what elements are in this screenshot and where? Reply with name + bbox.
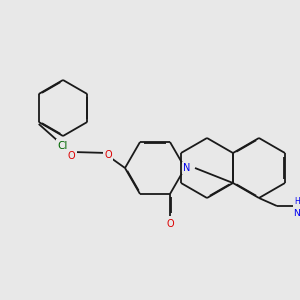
Text: N: N (183, 163, 191, 173)
Text: O: O (68, 151, 76, 161)
Text: O: O (104, 150, 112, 160)
Text: H: H (294, 197, 300, 206)
Text: Cl: Cl (58, 141, 68, 151)
Text: O: O (166, 219, 174, 229)
Text: N: N (293, 208, 300, 217)
